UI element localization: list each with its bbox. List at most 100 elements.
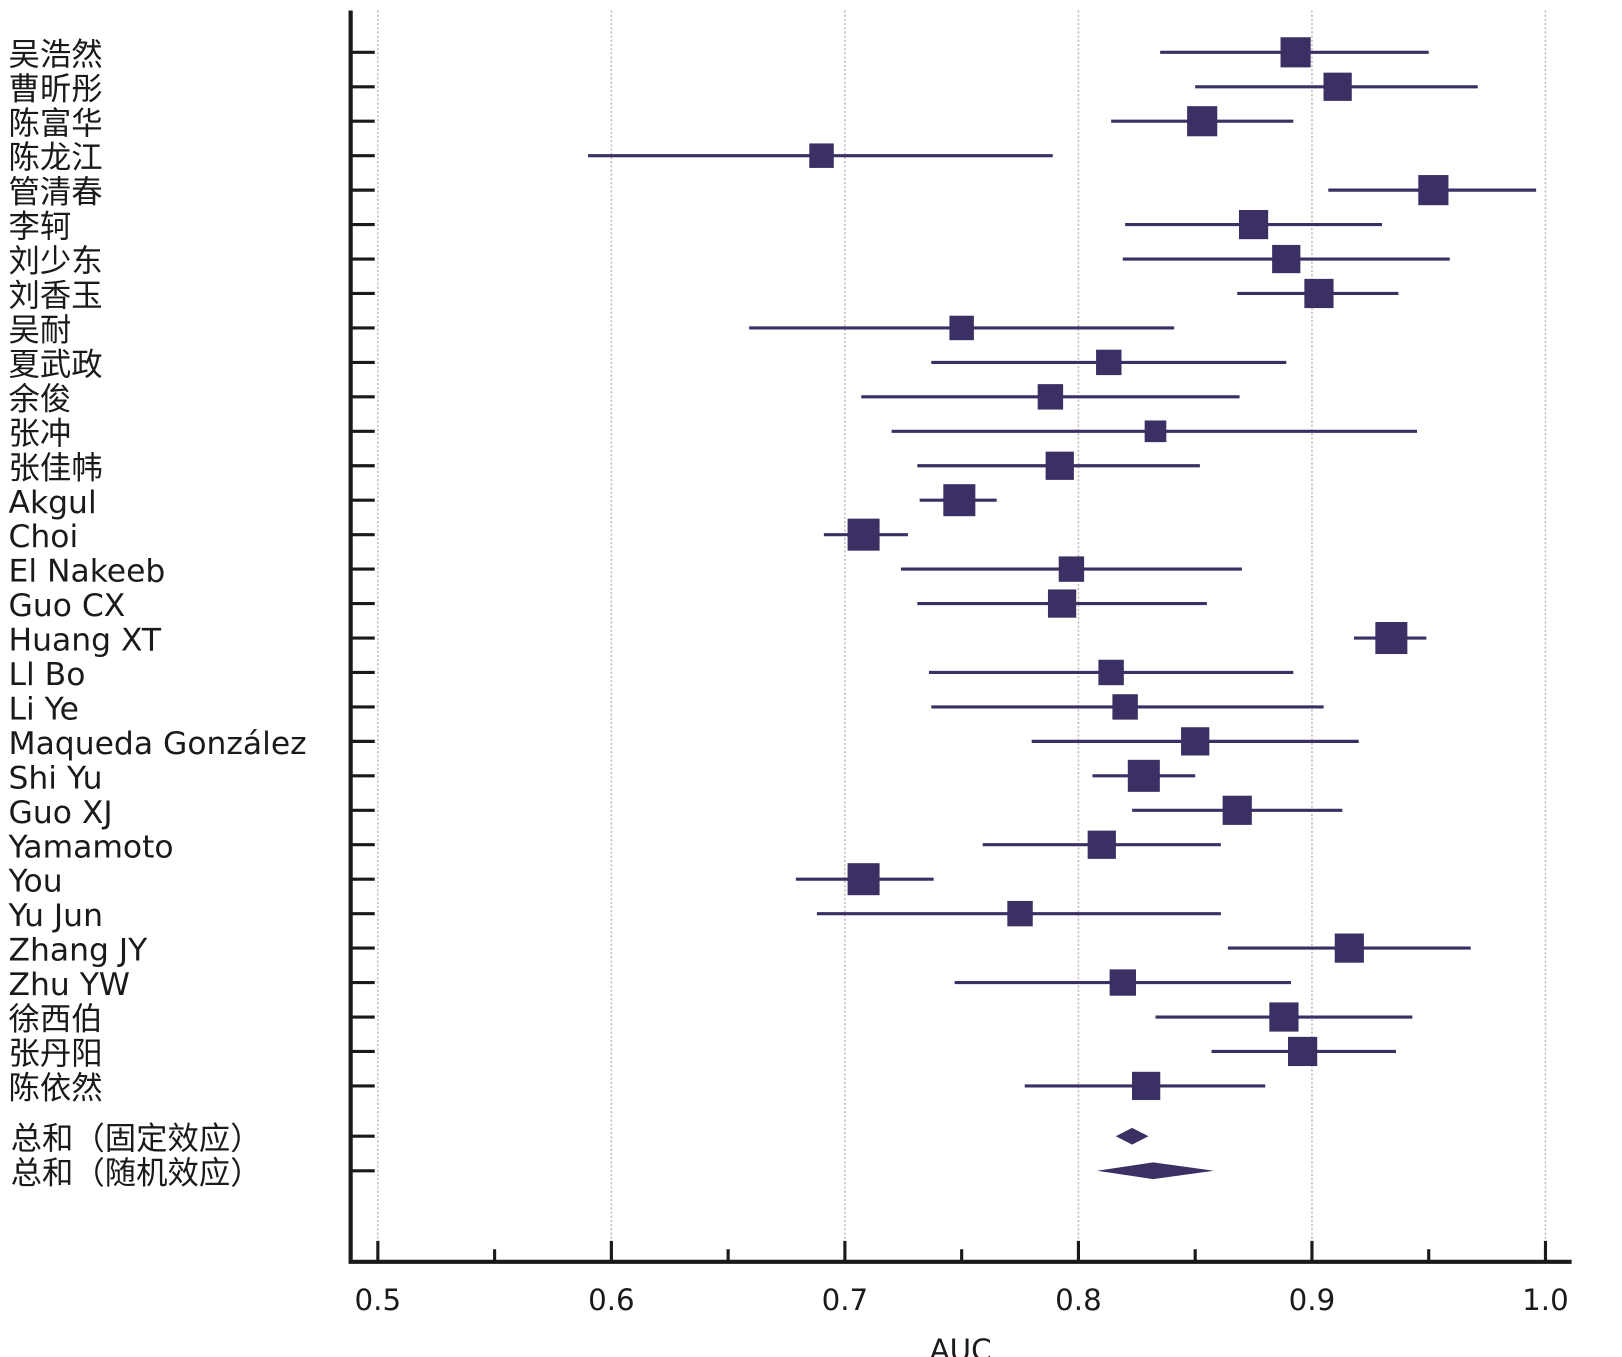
point-estimate-marker — [1288, 1036, 1318, 1067]
x-tick-label: 0.6 — [588, 1283, 635, 1317]
point-estimate-marker — [847, 863, 880, 896]
study-label: Guo CX — [9, 588, 126, 624]
point-estimate-marker — [1144, 420, 1167, 443]
study-label: Huang XT — [9, 623, 162, 659]
study-label: Zhu YW — [9, 967, 130, 1003]
study-label: 陈龙江 — [9, 140, 103, 176]
point-estimate-marker — [1238, 209, 1269, 240]
point-estimate-marker — [1280, 37, 1311, 68]
study-row: 余俊 — [9, 381, 1240, 417]
x-tick-label: 0.8 — [1055, 1283, 1102, 1317]
study-row: Guo CX — [9, 588, 1207, 624]
pooled-label: 总和（固定效应） — [11, 1121, 262, 1157]
study-row: 徐西伯 — [9, 1002, 1413, 1038]
study-row: 张冲 — [9, 416, 1418, 452]
study-row: 张佳帏 — [9, 450, 1200, 486]
point-estimate-marker — [1304, 278, 1334, 309]
study-label: 李轲 — [9, 209, 72, 245]
point-estimate-marker — [1127, 759, 1160, 792]
point-estimate-marker — [1112, 694, 1138, 720]
point-estimate-marker — [1007, 900, 1033, 927]
study-label: 刘少东 — [9, 244, 103, 280]
study-row: 陈依然 — [9, 1070, 1266, 1106]
x-axis-label: AUC — [930, 1333, 992, 1357]
study-row: 管清春 — [9, 175, 1537, 211]
point-estimate-marker — [1181, 727, 1210, 756]
study-label: Guo XJ — [9, 795, 113, 831]
study-row: You — [8, 863, 934, 900]
study-label: 陈依然 — [9, 1070, 103, 1106]
study-row: 李轲 — [9, 209, 1383, 245]
study-row: 吴浩然 — [9, 37, 1429, 73]
pooled-row: 总和（固定效应） — [11, 1121, 1149, 1157]
point-estimate-marker — [1045, 451, 1074, 480]
x-tick-label: 1.0 — [1522, 1283, 1569, 1317]
study-label: Ll Bo — [9, 657, 86, 693]
pooled-label: 总和（随机效应） — [11, 1155, 262, 1191]
study-row: Maqueda González — [9, 726, 1359, 762]
study-label: Li Ye — [9, 691, 79, 727]
study-label: 夏武政 — [9, 347, 103, 383]
point-estimate-marker — [949, 315, 974, 341]
study-row: El Nakeeb — [9, 554, 1242, 590]
study-row: Guo XJ — [9, 795, 1343, 831]
x-ticks: 0.5 0.6 0.7 0.8 0.9 1.0 — [355, 1240, 1569, 1317]
point-estimate-marker — [1096, 349, 1122, 376]
study-label: You — [8, 864, 63, 900]
pooled-row: 总和（随机效应） — [11, 1155, 1214, 1191]
study-row: 吴耐 — [9, 312, 1175, 348]
study-label: 吴浩然 — [9, 37, 103, 73]
study-label: Maqueda González — [9, 726, 307, 762]
study-label: 陈富华 — [9, 106, 103, 142]
study-label: El Nakeeb — [9, 554, 166, 590]
pooled-diamond — [1097, 1162, 1214, 1180]
study-row: 陈龙江 — [9, 140, 1053, 176]
study-label: 管清春 — [9, 175, 103, 211]
study-row: Li Ye — [9, 691, 1324, 727]
point-estimate-marker — [809, 143, 834, 168]
study-row: Zhu YW — [9, 967, 1291, 1003]
study-label: 徐西伯 — [9, 1002, 103, 1038]
point-estimate-marker — [943, 484, 976, 517]
study-label: Yamamoto — [8, 829, 174, 865]
study-label: Choi — [9, 519, 79, 555]
x-tick-label: 0.7 — [822, 1283, 869, 1317]
pooled-diamond — [1115, 1127, 1149, 1145]
study-label: Zhang JY — [9, 933, 149, 969]
point-estimate-marker — [1323, 72, 1352, 101]
study-label: 刘香玉 — [9, 278, 103, 314]
study-row: 刘少东 — [9, 244, 1450, 280]
study-label: 吴耐 — [9, 312, 72, 348]
point-estimate-marker — [1272, 244, 1301, 274]
study-row: Shi Yu — [9, 759, 1196, 796]
study-label: 张佳帏 — [9, 450, 103, 486]
study-row: Ll Bo — [9, 657, 1294, 693]
study-label: 曹昕彤 — [9, 71, 103, 107]
point-estimate-marker — [1047, 589, 1077, 618]
point-estimate-marker — [1334, 933, 1364, 963]
study-label: Akgul — [9, 485, 97, 521]
study-row: 夏武政 — [9, 347, 1287, 383]
study-row: 张丹阳 — [9, 1036, 1397, 1072]
study-label: Shi Yu — [9, 760, 103, 796]
x-tick-label: 0.9 — [1289, 1283, 1336, 1317]
study-row: Zhang JY — [9, 933, 1471, 969]
study-rows: 吴浩然曹昕彤陈富华陈龙江管清春李轲刘少东刘香玉吴耐夏武政余俊张冲张佳帏Akgul… — [8, 37, 1537, 1191]
point-estimate-marker — [1418, 175, 1449, 206]
study-label: 余俊 — [9, 381, 72, 417]
point-estimate-marker — [1098, 659, 1124, 686]
point-estimate-marker — [1109, 969, 1136, 996]
point-estimate-marker — [1222, 795, 1252, 825]
study-label: Yu Jun — [8, 898, 103, 934]
study-row: 曹昕彤 — [9, 71, 1478, 107]
x-tick-label: 0.5 — [355, 1283, 402, 1317]
study-row: Yamamoto — [8, 829, 1221, 865]
study-row: Yu Jun — [8, 898, 1221, 934]
study-row: 陈富华 — [9, 106, 1294, 142]
point-estimate-marker — [847, 518, 880, 551]
study-label: 张冲 — [9, 416, 72, 452]
study-row: Huang XT — [9, 622, 1427, 659]
study-row: Choi — [9, 518, 908, 555]
study-row: 刘香玉 — [9, 278, 1399, 314]
